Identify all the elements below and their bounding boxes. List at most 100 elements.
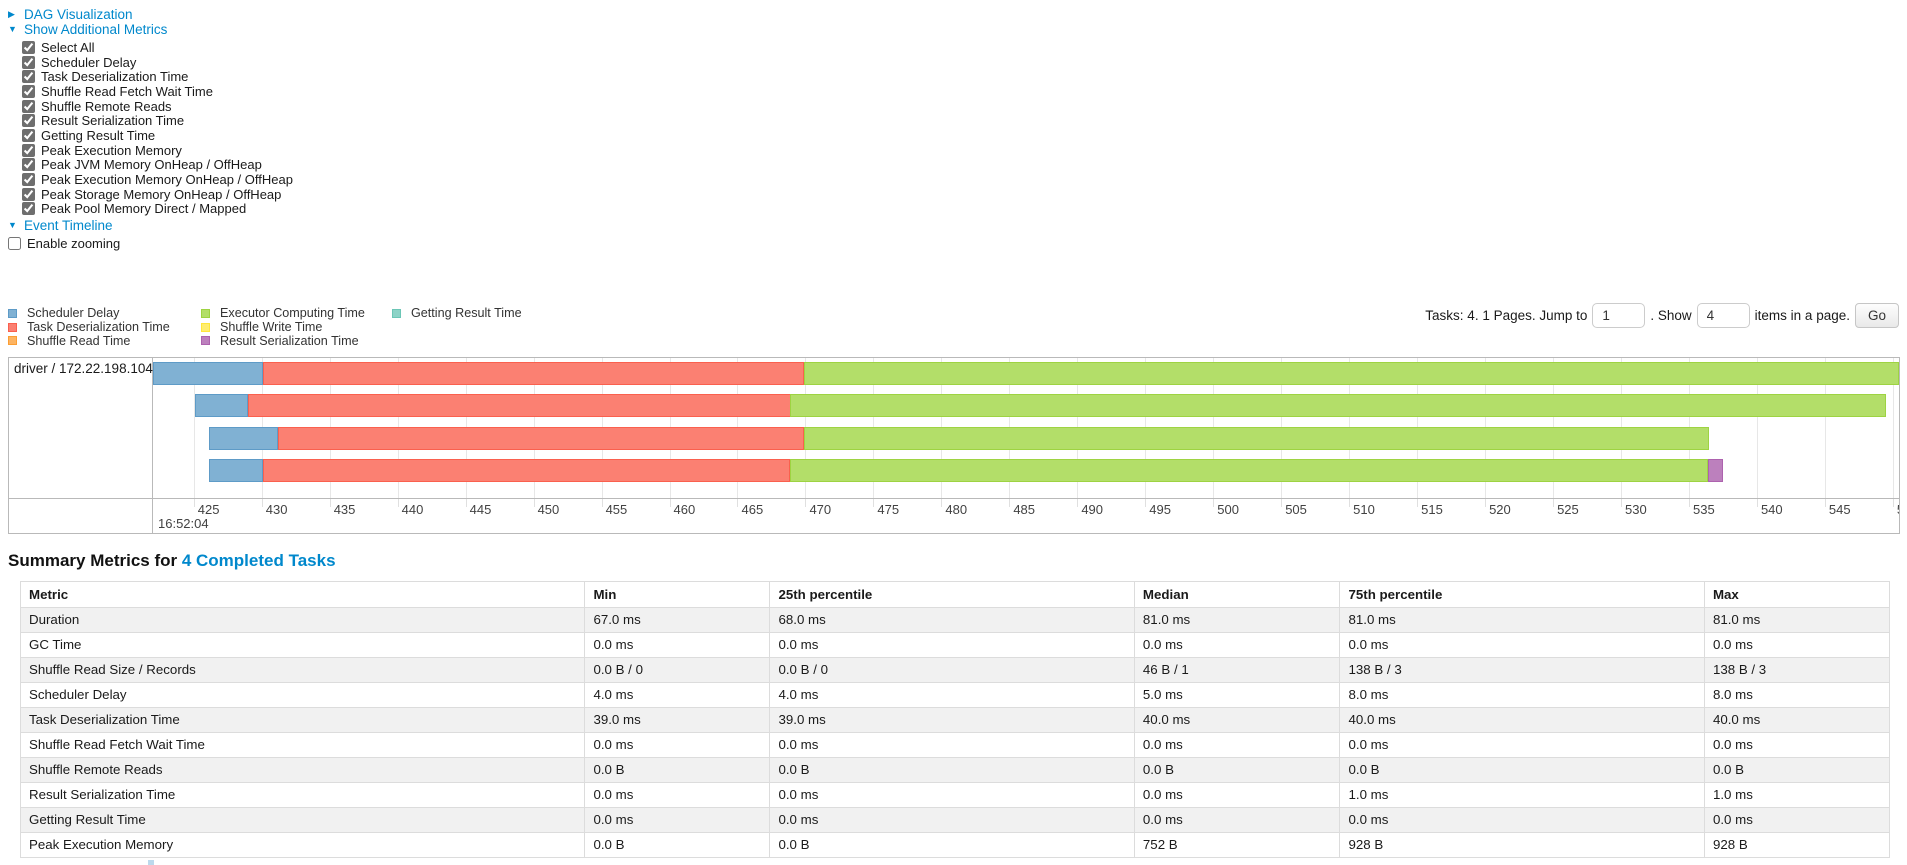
task-bar[interactable]: [153, 458, 1899, 482]
metric-checkbox[interactable]: [22, 70, 35, 84]
task-segment-scheduler_delay[interactable]: [195, 394, 249, 418]
metric-checkbox[interactable]: [22, 99, 35, 113]
axis-tick-label: 475: [877, 501, 900, 517]
column-header: 25th percentile: [769, 580, 1135, 608]
summary-metrics-table: Metric Min 25th percentile Median 75th perce…: [19, 580, 1891, 858]
table-cell: 0.0 ms: [1133, 731, 1341, 758]
column-header: 75th percentile: [1339, 580, 1705, 608]
task-bar[interactable]: [153, 426, 1899, 450]
axis-tickmark: [1824, 498, 1826, 507]
table-cell: 0.0 ms: [584, 631, 771, 658]
column-header: Min: [584, 580, 771, 608]
metric-checkbox[interactable]: [22, 114, 35, 128]
pagination-info: Tasks: 4. 1 Pages. Jump to: [1425, 308, 1588, 324]
table-cell: Getting Result Time: [19, 806, 586, 833]
axis-tick-label: 530: [1625, 501, 1647, 517]
task-segment-executor_computing[interactable]: [804, 361, 1899, 385]
metric-checkbox[interactable]: [22, 55, 35, 69]
expanded-arrow-icon: ▼: [8, 220, 17, 231]
stage-page-controls: ▶ DAG Visualization ▼ Show Additional Me…: [0, 0, 1907, 251]
legend-item: Shuffle Read Time: [8, 334, 167, 348]
axis-separator-line: [9, 497, 1899, 499]
legend-swatch-icon: [8, 336, 17, 346]
metric-checkbox-label: Peak Execution Memory: [41, 142, 182, 158]
axis-tick-label: 550: [1897, 502, 1899, 517]
go-button[interactable]: Go: [1854, 303, 1899, 329]
table-cell: 0.0 ms: [1339, 806, 1705, 833]
collapsed-arrow-icon: ▶: [8, 9, 15, 19]
task-segment-task_deserialization[interactable]: [248, 394, 791, 418]
table-row: Peak Execution Memory 0.0 B 0.0 B 752 B 928 …: [19, 831, 1891, 858]
task-segment-task_deserialization[interactable]: [263, 361, 805, 385]
axis-tickmark: [1077, 498, 1079, 507]
table-cell: 0.0 B: [584, 831, 771, 858]
table-cell: Result Serialization Time: [19, 781, 586, 808]
axis-tick-label: 465: [741, 501, 764, 517]
metric-checkbox-label: Peak JVM Memory OnHeap / OffHeap: [41, 157, 262, 173]
metric-checkbox[interactable]: [22, 84, 35, 98]
task-segment-scheduler_delay[interactable]: [208, 458, 264, 482]
metric-checkbox[interactable]: [22, 158, 35, 172]
dag-visualization-toggle[interactable]: ▶ DAG Visualization: [8, 7, 1907, 22]
timeline-axis: 16:52:04 425 430 435 440 445 450 455 460 465 470 4…: [153, 498, 1899, 533]
items-per-page-input[interactable]: [1696, 303, 1750, 329]
axis-tick-label: 435: [333, 501, 356, 517]
timeline-group-column: driver / 172.22.198.104: [9, 357, 153, 533]
event-timeline-toggle[interactable]: ▼ Event Timeline: [8, 218, 1907, 233]
legend-item: Task Deserialization Time: [8, 320, 170, 334]
metric-checkbox[interactable]: [22, 143, 35, 157]
task-segment-scheduler_delay[interactable]: [208, 426, 279, 450]
timeline-header-row: Scheduler Delay Task Deserialization Tim…: [8, 303, 1899, 348]
jump-to-page-input[interactable]: [1592, 303, 1646, 329]
task-segment-executor_computing[interactable]: [804, 426, 1710, 450]
task-bar[interactable]: [153, 394, 1899, 418]
metric-checkbox[interactable]: [22, 128, 35, 142]
axis-tick-label: 515: [1421, 501, 1443, 517]
axis-tick-label: 425: [197, 501, 220, 517]
enable-zooming-checkbox[interactable]: [8, 237, 21, 251]
task-segment-scheduler_delay[interactable]: [153, 361, 264, 385]
axis-tickmark: [533, 498, 535, 507]
axis-tickmark: [873, 498, 875, 507]
axis-tickmark: [1417, 498, 1419, 507]
task-segment-task_deserialization[interactable]: [278, 426, 805, 450]
axis-tickmark: [669, 498, 671, 507]
table-cell: 0.0 B: [769, 756, 1135, 783]
task-bar[interactable]: [153, 361, 1899, 385]
legend-item: Getting Result Time: [392, 306, 522, 320]
metric-checkbox-label: Result Serialization Time: [41, 113, 185, 129]
task-segment-task_deserialization[interactable]: [263, 458, 791, 482]
table-cell: 4.0 ms: [769, 681, 1135, 708]
axis-tickmark: [465, 498, 467, 507]
enable-zooming-label: Enable zooming: [27, 236, 121, 252]
axis-tickmark: [329, 498, 331, 507]
axis-tick-label: 525: [1557, 501, 1579, 517]
axis-tickmark: [737, 498, 739, 507]
axis-tick-label: 545: [1828, 501, 1851, 517]
task-segment-executor_computing[interactable]: [790, 394, 1887, 418]
show-additional-metrics-label: Show Additional Metrics: [24, 22, 168, 37]
metric-checkbox[interactable]: [22, 40, 35, 54]
table-row: Shuffle Read Fetch Wait Time 0.0 ms 0.0 ms…: [19, 731, 1891, 758]
table-cell: 752 B: [1133, 831, 1341, 858]
metric-checkbox[interactable]: [22, 187, 35, 201]
show-additional-metrics-toggle[interactable]: ▼ Show Additional Metrics: [8, 22, 1907, 37]
task-segment-executor_computing[interactable]: [790, 458, 1708, 482]
pagination-show-label: . Show: [1650, 308, 1692, 324]
axis-tick-label: 460: [673, 501, 696, 517]
table-cell: 0.0 ms: [769, 806, 1135, 833]
metric-checkbox[interactable]: [22, 173, 35, 187]
table-cell: 0.0 B / 0: [584, 656, 771, 683]
metric-checkbox[interactable]: [22, 202, 35, 216]
task-segment-result_serialization[interactable]: [1708, 458, 1723, 482]
legend-swatch-icon: [8, 308, 17, 318]
axis-tickmark: [805, 498, 807, 507]
gridline: [1756, 357, 1758, 498]
metric-checkbox-row: Peak Execution Memory OnHeap / OffHeap: [22, 172, 1907, 187]
legend-label: Executor Computing Time: [220, 306, 365, 321]
table-cell: 0.0 B: [1703, 756, 1891, 783]
metric-checkbox-label: Select All: [41, 39, 95, 55]
legend-item: Scheduler Delay: [8, 306, 167, 320]
completed-tasks-link[interactable]: 4 Completed Tasks: [181, 550, 336, 570]
table-row: Shuffle Read Size / Records 0.0 B / 0 0.0 …: [19, 656, 1891, 683]
